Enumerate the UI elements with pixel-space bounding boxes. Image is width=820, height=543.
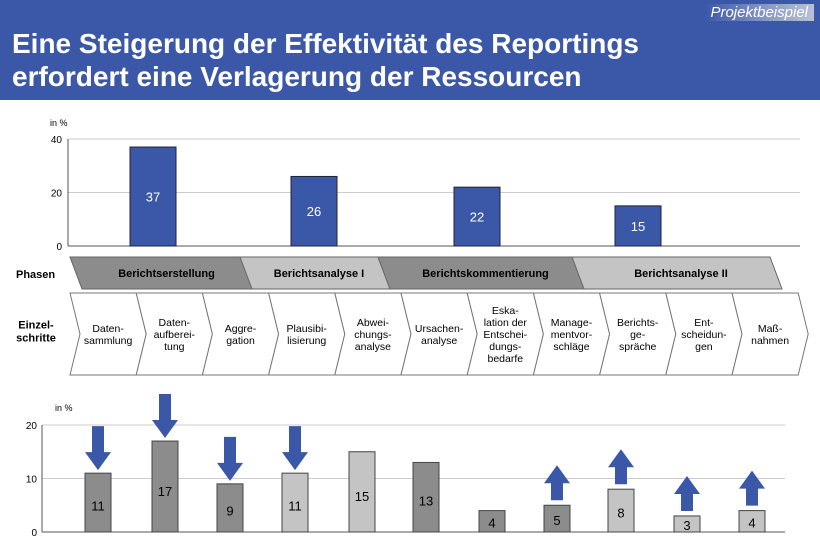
bar-value-label: 9: [226, 503, 233, 518]
step-label: Maß-nahmen: [751, 323, 789, 347]
bar-value-label: 3: [683, 518, 690, 533]
bar-value-label: 15: [355, 489, 369, 504]
bar: [478, 510, 506, 533]
down-arrow-icon: [282, 426, 308, 471]
bar: [290, 175, 338, 247]
step-label: Daten-aufberei-tung: [154, 317, 196, 353]
bar: [543, 504, 571, 533]
bar: [614, 205, 662, 247]
y-tick-label: 0: [56, 242, 62, 253]
step-label: Manage-mentvor-schläge: [551, 317, 593, 353]
bar-value-label: 22: [470, 210, 484, 225]
title-line-1: Eine Steigerung der Effektivität des Rep…: [12, 28, 640, 59]
page-title: Eine Steigerung der Effektivität des Rep…: [12, 27, 639, 93]
step-label: Ursachen-analyse: [415, 323, 464, 347]
bar: [738, 510, 766, 533]
project-example-tag: Projektbeispiel: [704, 4, 814, 21]
phases-label: Phasen: [16, 269, 55, 281]
step-label: Abwei-chungs-analyse: [354, 317, 392, 353]
down-arrow-icon: [217, 436, 243, 481]
down-arrow-icon: [152, 394, 178, 439]
bar-value-label: 17: [158, 484, 172, 499]
up-arrow-icon: [674, 475, 700, 511]
bar: [673, 515, 701, 533]
bar: [129, 146, 177, 247]
step-label: Ent-scheidun-gen: [681, 317, 727, 353]
step-label: Daten-sammlung: [84, 323, 133, 347]
phase-label: Berichtserstellung: [118, 268, 215, 280]
y-tick-label: 20: [51, 189, 63, 200]
down-arrow-icon: [85, 426, 111, 471]
phase-label: Berichtsanalyse II: [634, 268, 728, 280]
phase-label: Berichtskommentierung: [422, 268, 549, 280]
bar: [348, 451, 376, 533]
y-tick-label: 10: [26, 475, 38, 486]
bar: [216, 483, 244, 533]
y-axis-unit: in %: [55, 403, 73, 413]
step-label: Plausibi-lisierung: [287, 323, 328, 347]
bar-value-label: 15: [631, 219, 645, 234]
y-tick-label: 0: [31, 528, 37, 539]
bar-value-label: 4: [748, 515, 755, 530]
step-label: Aggre-gation: [225, 323, 257, 347]
bar-value-label: 11: [288, 499, 302, 514]
bar: [453, 186, 501, 247]
bar-value-label: 13: [419, 494, 433, 509]
title-banner: Projektbeispiel Eine Steigerung der Effe…: [0, 0, 820, 100]
bar-value-label: 8: [617, 506, 624, 521]
up-arrow-icon: [544, 465, 570, 501]
phase-label: Berichtsanalyse I: [274, 268, 365, 280]
step-label: Berichts-ge-spräche: [617, 317, 659, 353]
bar: [84, 472, 112, 533]
bar-value-label: 26: [307, 204, 321, 219]
title-line-2: erfordert eine Verlagerung der Ressource…: [12, 61, 582, 92]
step-chevron: [731, 292, 809, 376]
steps-label: Einzel-schritte: [16, 320, 56, 345]
bar-value-label: 37: [146, 190, 160, 205]
up-arrow-icon: [739, 470, 765, 506]
bar-value-label: 5: [553, 513, 560, 528]
step-label: Eska-lation der Entschei-dungs-bedarfe: [483, 305, 527, 365]
bar: [281, 472, 309, 533]
y-tick-label: 20: [26, 421, 38, 432]
bar-value-label: 4: [488, 515, 495, 530]
bar: [607, 488, 635, 533]
bar-value-label: 11: [91, 499, 105, 514]
phase-chevron: [571, 256, 783, 290]
y-tick-label: 40: [51, 135, 63, 146]
bar: [412, 461, 440, 533]
y-axis-unit: in %: [50, 118, 68, 128]
up-arrow-icon: [608, 449, 634, 485]
bar: [151, 440, 179, 533]
